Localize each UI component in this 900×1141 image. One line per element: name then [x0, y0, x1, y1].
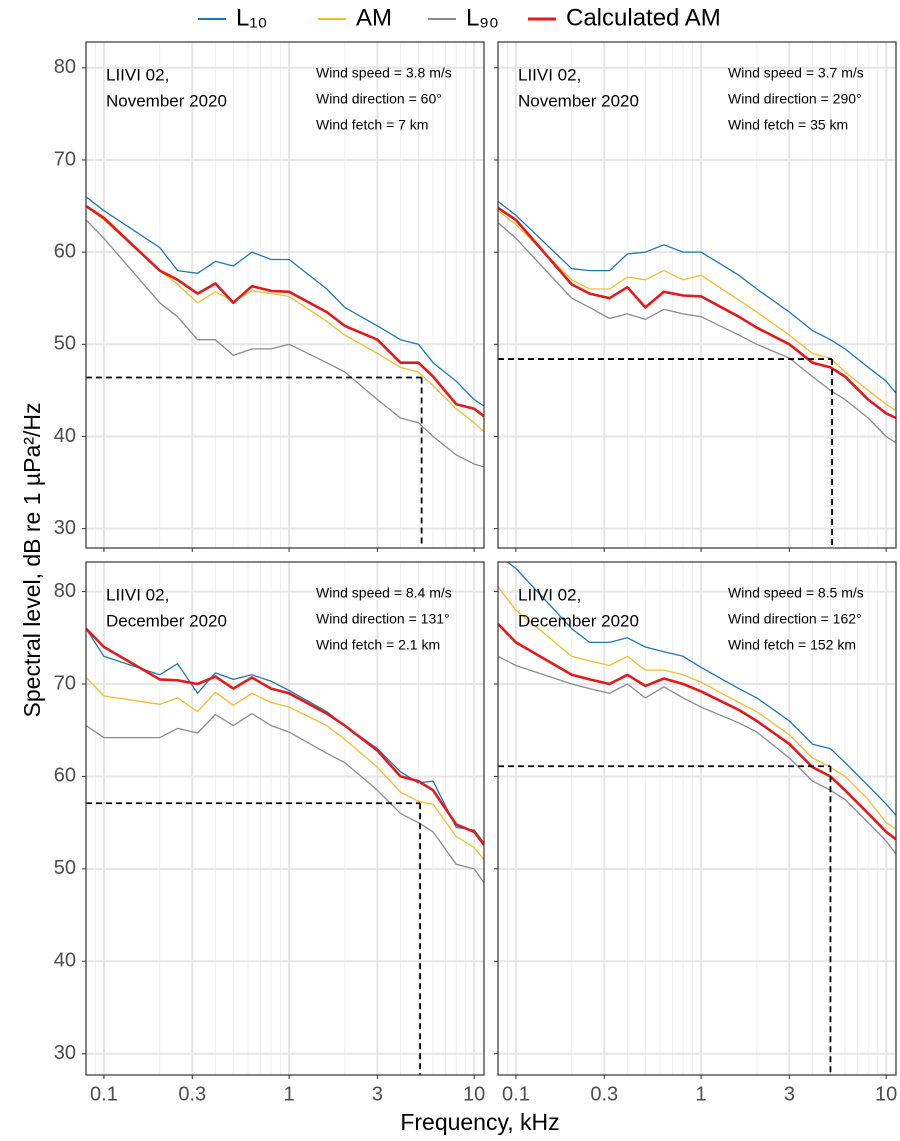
y-axis-title: Spectral level, dB re 1 µPa²/Hz [19, 403, 45, 718]
wind-annotation: Wind fetch = 2.1 km [316, 637, 440, 653]
wind-annotation: Wind speed = 8.4 m/s [316, 585, 452, 601]
series-line [498, 210, 896, 412]
y-tick-label: 60 [54, 240, 76, 262]
legend-label: Calculated AM [566, 4, 721, 31]
wind-annotation: Wind direction = 290° [728, 91, 862, 107]
series-line [86, 196, 484, 407]
y-tick-label: 80 [54, 580, 76, 602]
wind-annotation: Wind direction = 60° [316, 91, 442, 107]
series-line [506, 562, 896, 816]
station-label: November 2020 [518, 91, 639, 110]
y-tick-label: 30 [54, 1042, 76, 1064]
station-label: November 2020 [106, 91, 227, 110]
series-line [86, 205, 484, 433]
x-tick-label: 1 [695, 1083, 706, 1105]
series-line [498, 586, 896, 830]
y-tick-label: 50 [54, 333, 76, 355]
legend-label: L₁₀ [236, 4, 267, 31]
y-tick-label: 40 [54, 950, 76, 972]
y-tick-label: 30 [54, 517, 76, 539]
y-tick-label: 70 [54, 148, 76, 170]
x-tick-label: 0.3 [590, 1083, 618, 1105]
station-label: December 2020 [106, 611, 227, 630]
series-line [86, 677, 484, 861]
x-tick-label: 0.3 [178, 1083, 206, 1105]
series-line [498, 222, 896, 444]
panel-border [85, 561, 485, 1076]
station-label: LIIVI 02, [518, 585, 581, 604]
series-line [498, 622, 896, 841]
plot-area [86, 196, 484, 548]
y-tick-label: 70 [54, 672, 76, 694]
wind-annotation: Wind speed = 3.8 m/s [316, 65, 452, 81]
station-label: LIIVI 02, [106, 65, 169, 84]
series-line [86, 628, 484, 844]
panel-bg [86, 562, 484, 1075]
x-tick-label: 3 [784, 1083, 795, 1105]
x-tick-label: 10 [463, 1083, 485, 1105]
x-tick-label: 3 [372, 1083, 383, 1105]
wind-annotation: Wind fetch = 152 km [728, 637, 856, 653]
legend-label: L₉₀ [466, 4, 499, 31]
series-line [498, 200, 896, 394]
y-tick-label: 80 [54, 56, 76, 78]
station-label: LIIVI 02, [106, 585, 169, 604]
panel-border [497, 561, 897, 1076]
legend-label: AM [356, 4, 392, 31]
plot-area [498, 562, 896, 1075]
wind-annotation: Wind speed = 3.7 m/s [728, 65, 864, 81]
plot-area [498, 200, 896, 548]
panel-border [497, 41, 897, 549]
x-tick-label: 0.1 [90, 1083, 118, 1105]
x-axis-title: Frequency, kHz [400, 1109, 559, 1135]
wind-annotation: Wind fetch = 35 km [728, 117, 848, 133]
wind-annotation: Wind fetch = 7 km [316, 117, 428, 133]
x-tick-label: 0.1 [502, 1083, 530, 1105]
y-tick-label: 50 [54, 857, 76, 879]
wind-annotation: Wind direction = 131° [316, 611, 450, 627]
y-tick-label: 60 [54, 765, 76, 787]
panel-border [85, 41, 485, 549]
y-tick-label: 40 [54, 425, 76, 447]
x-tick-label: 1 [283, 1083, 294, 1105]
wind-annotation: Wind direction = 162° [728, 611, 862, 627]
series-line [86, 627, 484, 846]
station-label: LIIVI 02, [518, 65, 581, 84]
series-line [498, 206, 896, 420]
series-line [86, 219, 484, 468]
series-line [86, 205, 484, 418]
station-label: December 2020 [518, 611, 639, 630]
series-line [498, 655, 896, 855]
plot-area [86, 627, 484, 1075]
x-tick-label: 10 [875, 1083, 897, 1105]
series-line [86, 712, 484, 884]
wind-annotation: Wind speed = 8.5 m/s [728, 585, 864, 601]
